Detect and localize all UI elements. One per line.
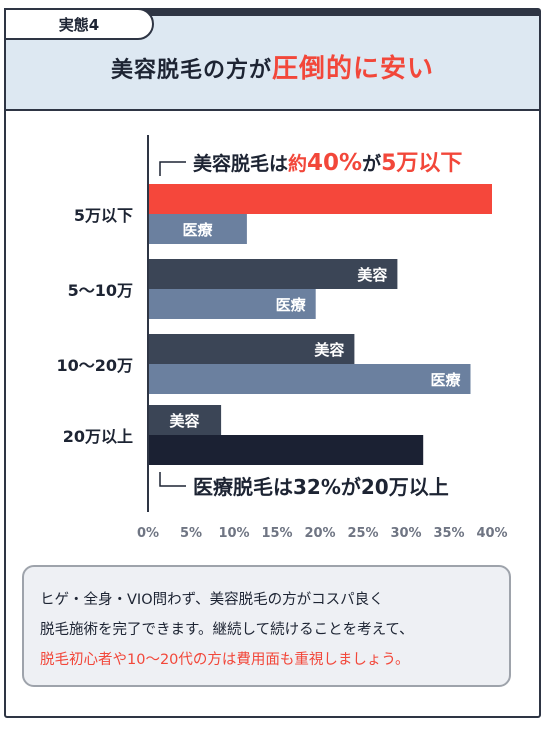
header-top-bar	[146, 10, 539, 16]
beauty-bar	[148, 405, 222, 435]
bottom-callout: 医療脱毛は32%が20万以上	[193, 475, 449, 499]
headline-part2: 圧倒的に安い	[272, 54, 435, 84]
top-callout-prefix: 美容脱毛は	[193, 152, 288, 175]
top-callout-mid: が	[362, 152, 381, 175]
header-band: 実態4 美容脱毛の方が圧倒的に安い	[4, 8, 539, 111]
headline-part1: 美容脱毛の方が	[110, 58, 272, 83]
top-callout-small: 約	[288, 152, 307, 175]
x-tick-label: 40%	[476, 526, 507, 541]
beauty-bar	[148, 259, 398, 289]
bottom-callout-leader	[159, 472, 186, 487]
top-callout-pct: 40%	[307, 150, 362, 176]
callout-line-2: 脱毛施術を完了できます。継続して続けることを考えて、	[40, 622, 414, 638]
medical-bar	[148, 435, 424, 465]
beauty-bar-label: 美容	[314, 341, 344, 359]
beauty-bar	[148, 334, 355, 364]
callout-line-1: ヒゲ・全身・VIO問わず、美容脱毛の方がコスパ良く	[40, 592, 384, 608]
category-label: 5〜10万	[68, 281, 133, 300]
x-tick-label: 30%	[390, 526, 421, 541]
top-callout-leader	[159, 161, 186, 176]
beauty-bar-label: 美容	[357, 266, 387, 284]
x-tick-label: 20%	[304, 526, 335, 541]
x-tick-label: 5%	[180, 526, 202, 541]
section-tag: 実態4	[4, 8, 154, 40]
x-tick-labels: 0% 5% 10% 15% 20% 25% 30% 35% 40%	[137, 526, 508, 541]
category-label: 5万以下	[74, 206, 133, 225]
x-tick-label: 10%	[218, 526, 249, 541]
medical-bar-label: 医療	[276, 296, 307, 314]
category-label: 20万以上	[63, 427, 133, 446]
top-callout-range: 5万以下	[381, 151, 462, 176]
top-callout: 美容脱毛は約40%が5万以下	[193, 150, 462, 176]
summary-callout: ヒゲ・全身・VIO問わず、美容脱毛の方がコスパ良く 脱毛施術を完了できます。継続…	[22, 565, 511, 687]
medical-bar	[148, 214, 247, 244]
category-labels: 5万以下 5〜10万 10〜20万 20万以上	[56, 206, 133, 446]
headline: 美容脱毛の方が圧倒的に安い	[6, 48, 539, 85]
callout-line-3: 脱毛初心者や10〜20代の方は費用面も重視しましょう。	[40, 652, 410, 668]
category-label: 10〜20万	[56, 356, 133, 375]
medical-bar-label: 医療	[430, 371, 461, 389]
medical-bar-label: 医療	[182, 221, 213, 239]
x-tick-label: 25%	[347, 526, 378, 541]
beauty-bar-label: 美容	[170, 412, 200, 430]
beauty-bar	[148, 184, 492, 214]
medical-bar	[148, 364, 471, 394]
x-tick-label: 35%	[433, 526, 464, 541]
x-tick-label: 15%	[261, 526, 292, 541]
medical-bar	[148, 289, 316, 319]
x-tick-label: 0%	[137, 526, 159, 541]
